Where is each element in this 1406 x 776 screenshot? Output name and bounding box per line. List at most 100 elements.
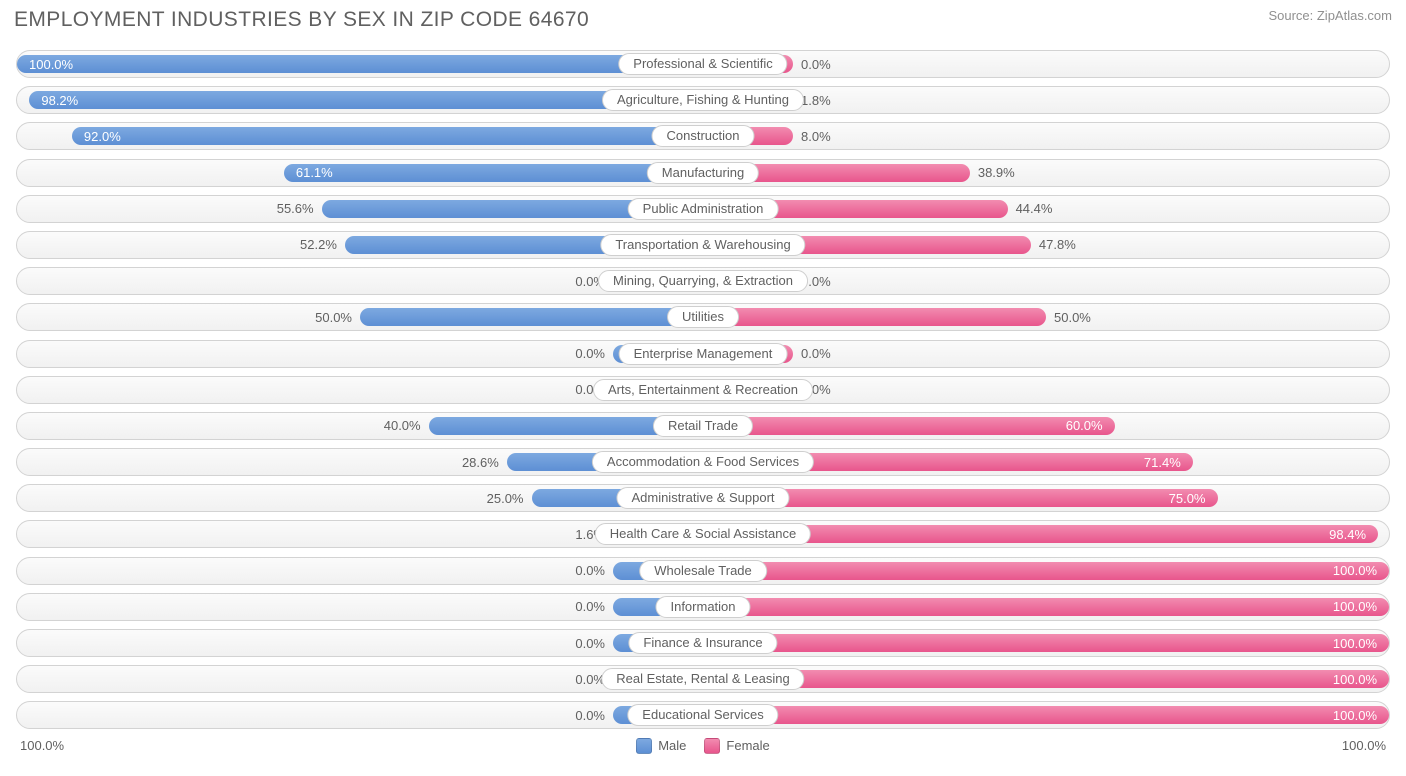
male-half: 0.0%	[17, 702, 703, 728]
chart-row: 25.0% 75.0% Administrative & Support	[16, 484, 1390, 512]
female-bar: 50.0%	[703, 308, 1046, 326]
male-half: 0.0%	[17, 666, 703, 692]
male-value-label: 25.0%	[487, 491, 524, 506]
female-value-label: 8.0%	[801, 129, 831, 144]
chart-row: 55.6% 44.4% Public Administration	[16, 195, 1390, 223]
category-label: Manufacturing	[647, 162, 759, 184]
female-value-label: 47.8%	[1039, 237, 1076, 252]
female-value-label: 71.4%	[1144, 455, 1181, 470]
female-value-label: 60.0%	[1066, 418, 1103, 433]
female-half: 100.0%	[703, 666, 1389, 692]
female-value-label: 75.0%	[1169, 491, 1206, 506]
female-value-label: 100.0%	[1333, 708, 1377, 723]
diverging-bar-chart: 100.0%0.0%Professional & Scientific98.2%…	[10, 50, 1396, 729]
female-half: 100.0%	[703, 594, 1389, 620]
chart-row: 92.0% 8.0% Construction	[16, 122, 1390, 150]
chart-row: 0.0%0.0%Arts, Entertainment & Recreation	[16, 376, 1390, 404]
male-value-label: 28.6%	[462, 455, 499, 470]
male-value-label: 0.0%	[575, 708, 605, 723]
male-bar: 92.0%	[72, 127, 703, 145]
chart-row: 0.0% 100.0% Educational Services	[16, 701, 1390, 729]
chart-row: 50.0%50.0%Utilities	[16, 303, 1390, 331]
category-label: Finance & Insurance	[628, 632, 777, 654]
male-half: 25.0%	[17, 485, 703, 511]
category-label: Administrative & Support	[616, 487, 789, 509]
female-value-label: 0.0%	[801, 57, 831, 72]
chart-title: EMPLOYMENT INDUSTRIES BY SEX IN ZIP CODE…	[14, 8, 589, 32]
male-value-label: 0.0%	[575, 636, 605, 651]
male-bar: 50.0%	[360, 308, 703, 326]
chart-source: Source: ZipAtlas.com	[1268, 8, 1392, 23]
male-value-label: 92.0%	[84, 129, 121, 144]
male-half: 50.0%	[17, 304, 703, 330]
female-value-label: 44.4%	[1016, 201, 1053, 216]
female-bar: 100.0%	[703, 634, 1389, 652]
female-bar: 100.0%	[703, 706, 1389, 724]
female-bar: 100.0%	[703, 670, 1389, 688]
female-half: 0.0%	[703, 341, 1389, 367]
female-half: 1.8%	[703, 87, 1389, 113]
chart-row: 28.6%71.4%Accommodation & Food Services	[16, 448, 1390, 476]
chart-row: 52.2%47.8%Transportation & Warehousing	[16, 231, 1390, 259]
female-half: 100.0%	[703, 702, 1389, 728]
chart-row: 1.6%98.4%Health Care & Social Assistance	[16, 520, 1390, 548]
category-label: Construction	[652, 125, 755, 147]
female-half: 50.0%	[703, 304, 1389, 330]
axis-right-label: 100.0%	[1342, 738, 1386, 753]
female-half: 38.9%	[703, 160, 1389, 186]
chart-row: 0.0% 100.0% Real Estate, Rental & Leasing	[16, 665, 1390, 693]
male-value-label: 0.0%	[575, 563, 605, 578]
female-half: 8.0%	[703, 123, 1389, 149]
female-half: 44.4%	[703, 196, 1389, 222]
male-half: 40.0%	[17, 413, 703, 439]
category-label: Mining, Quarrying, & Extraction	[598, 270, 808, 292]
chart-footer: 100.0% Male Female 100.0%	[10, 738, 1396, 754]
category-label: Enterprise Management	[619, 343, 788, 365]
legend-female-label: Female	[726, 738, 769, 753]
legend-item-male: Male	[636, 738, 686, 754]
legend: Male Female	[64, 738, 1342, 754]
female-value-label: 100.0%	[1333, 672, 1377, 687]
female-half: 100.0%	[703, 558, 1389, 584]
category-label: Transportation & Warehousing	[600, 234, 805, 256]
category-label: Real Estate, Rental & Leasing	[601, 668, 804, 690]
female-bar: 60.0%	[703, 417, 1115, 435]
female-half: 60.0%	[703, 413, 1389, 439]
chart-header: EMPLOYMENT INDUSTRIES BY SEX IN ZIP CODE…	[10, 8, 1396, 32]
female-half: 47.8%	[703, 232, 1389, 258]
female-bar: 100.0%	[703, 562, 1389, 580]
male-half: 0.0%	[17, 630, 703, 656]
category-label: Information	[655, 596, 750, 618]
male-half: 61.1%	[17, 160, 703, 186]
male-bar: 100.0%	[17, 55, 703, 73]
category-label: Educational Services	[627, 704, 778, 726]
male-swatch-icon	[636, 738, 652, 754]
chart-row: 100.0% 0.0% Professional & Scientific	[16, 50, 1390, 78]
male-value-label: 98.2%	[41, 93, 78, 108]
chart-row: 61.1% 38.9% Manufacturing	[16, 159, 1390, 187]
category-label: Wholesale Trade	[639, 560, 767, 582]
category-label: Public Administration	[628, 198, 779, 220]
legend-male-label: Male	[658, 738, 686, 753]
male-value-label: 55.6%	[277, 201, 314, 216]
category-label: Retail Trade	[653, 415, 753, 437]
chart-row: 0.0% 100.0%Wholesale Trade	[16, 557, 1390, 585]
category-label: Agriculture, Fishing & Hunting	[602, 89, 804, 111]
chart-row: 0.0%0.0%Mining, Quarrying, & Extraction	[16, 267, 1390, 295]
female-value-label: 38.9%	[978, 165, 1015, 180]
male-half: 0.0%	[17, 594, 703, 620]
category-label: Professional & Scientific	[618, 53, 787, 75]
female-swatch-icon	[704, 738, 720, 754]
female-value-label: 98.4%	[1329, 527, 1366, 542]
male-half: 100.0%	[17, 51, 703, 77]
chart-row: 98.2% 1.8%Agriculture, Fishing & Hunting	[16, 86, 1390, 114]
female-bar: 100.0%	[703, 598, 1389, 616]
male-value-label: 61.1%	[296, 165, 333, 180]
female-half: 75.0%	[703, 485, 1389, 511]
chart-row: 0.0% 100.0% Finance & Insurance	[16, 629, 1390, 657]
male-value-label: 40.0%	[384, 418, 421, 433]
female-value-label: 100.0%	[1333, 636, 1377, 651]
category-label: Utilities	[667, 306, 739, 328]
category-label: Health Care & Social Assistance	[595, 523, 811, 545]
chart-row: 40.0% 60.0% Retail Trade	[16, 412, 1390, 440]
